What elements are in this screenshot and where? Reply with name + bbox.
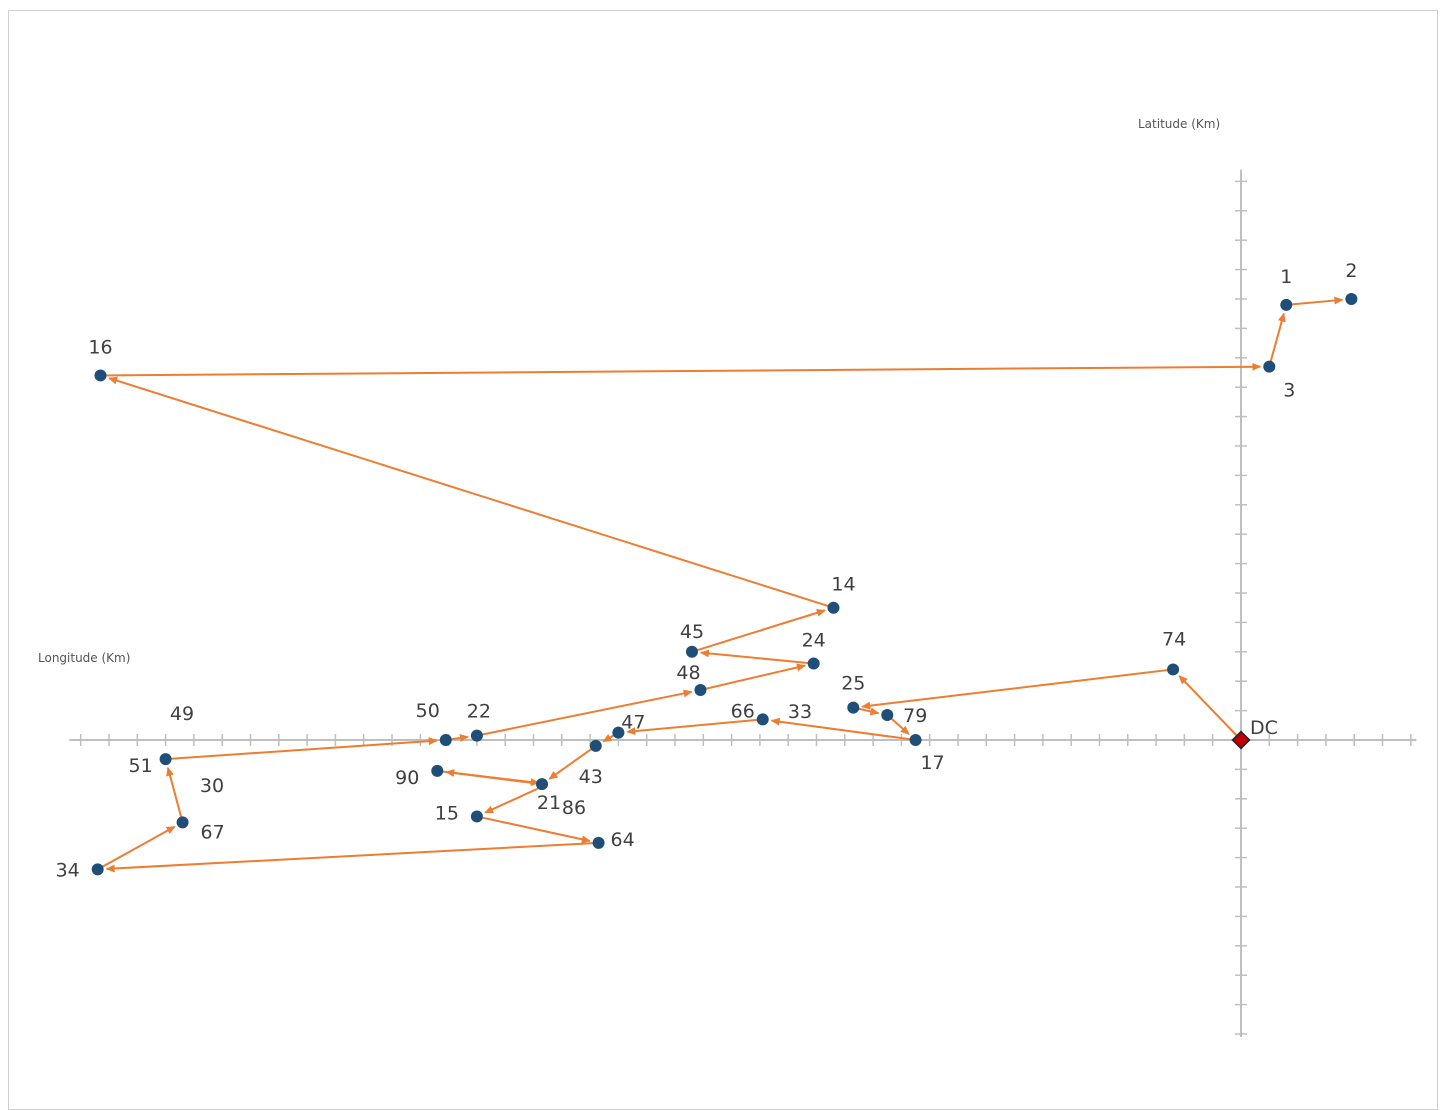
point-17 [909, 734, 922, 746]
x-axis-title: Longitude (Km) [38, 651, 130, 665]
chart-plot: 1 2 3 16 14 45 24 48 22 50 51 67 34 64 15 21 90 43 47 66 17 7… [38, 117, 1417, 1037]
point-24 [807, 657, 820, 670]
point-label-49: 49 [170, 703, 194, 725]
route-segment [476, 689, 693, 737]
point-25 [847, 701, 860, 714]
point-label-34: 34 [56, 859, 80, 881]
route-segment [1286, 296, 1344, 306]
point-label-30: 30 [200, 775, 224, 797]
point-66 [756, 713, 769, 726]
point-15 [470, 810, 483, 823]
route-segment [165, 737, 438, 761]
point-74 [1167, 663, 1180, 676]
route-segment [100, 362, 1262, 377]
point-label-90: 90 [395, 767, 419, 789]
route-segment [1178, 675, 1242, 741]
point-label-67: 67 [200, 821, 224, 843]
point-label-74: 74 [1162, 628, 1186, 650]
point-67 [176, 816, 189, 829]
point-51 [159, 753, 172, 766]
y-axis-title: Latitude (Km) [1138, 117, 1220, 131]
point-label-79: 79 [903, 705, 927, 727]
depot-marker [1231, 730, 1251, 750]
point-label-66: 66 [731, 700, 755, 722]
point-labels: 1 2 3 16 14 45 24 48 22 50 51 67 34 64 15 21 90 43 47 66 17 7… [56, 260, 1358, 881]
point-label-15: 15 [435, 802, 459, 824]
point-45 [685, 645, 698, 658]
point-label-64: 64 [610, 829, 634, 851]
point-3 [1263, 360, 1276, 373]
route-segment [108, 376, 834, 609]
axes [69, 169, 1417, 1037]
route-segment [166, 766, 184, 823]
point-label-17: 17 [920, 752, 944, 774]
point-2 [1345, 293, 1358, 305]
depot-label: DC [1250, 717, 1278, 739]
point-34 [91, 863, 104, 876]
point-label-16: 16 [88, 336, 112, 358]
point-label-14: 14 [831, 574, 855, 596]
route-segment [1268, 312, 1286, 367]
point-label-2: 2 [1345, 260, 1357, 282]
route-segment [691, 608, 826, 653]
route-segment [770, 717, 916, 741]
point-21 [535, 778, 548, 791]
point-48 [694, 684, 707, 697]
point-1 [1280, 298, 1293, 311]
point-label-43: 43 [579, 766, 603, 788]
point-label-50: 50 [416, 700, 440, 722]
point-label-48: 48 [676, 662, 700, 684]
point-label-22: 22 [467, 701, 491, 723]
route-segment [105, 841, 599, 873]
point-label-45: 45 [680, 621, 704, 643]
route-segment [484, 783, 549, 814]
point-47 [612, 726, 625, 739]
point-43 [589, 739, 602, 752]
route-segment [97, 825, 176, 871]
point-50 [439, 734, 452, 746]
point-90 [431, 764, 444, 777]
point-22 [470, 729, 483, 742]
route-segment [700, 663, 806, 691]
point-label-21: 21 [537, 792, 561, 814]
route-segment [437, 769, 540, 787]
point-label-25: 25 [841, 673, 865, 695]
point-label-33: 33 [788, 701, 812, 723]
point-label-24: 24 [802, 630, 826, 652]
point-16 [94, 369, 107, 382]
point-79 [881, 709, 894, 722]
point-label-47: 47 [621, 712, 645, 734]
route-lines [97, 296, 1344, 873]
point-64 [592, 836, 605, 849]
point-label-86: 86 [562, 797, 586, 819]
route-segment [476, 815, 591, 844]
route-segment [699, 649, 814, 665]
point-label-51: 51 [129, 755, 153, 777]
point-label-1: 1 [1280, 266, 1292, 288]
data-points [91, 293, 1358, 876]
route-segment [861, 668, 1174, 710]
point-14 [827, 601, 840, 614]
point-label-3: 3 [1283, 380, 1295, 402]
route-segment [548, 745, 597, 780]
route-segment [626, 718, 763, 736]
